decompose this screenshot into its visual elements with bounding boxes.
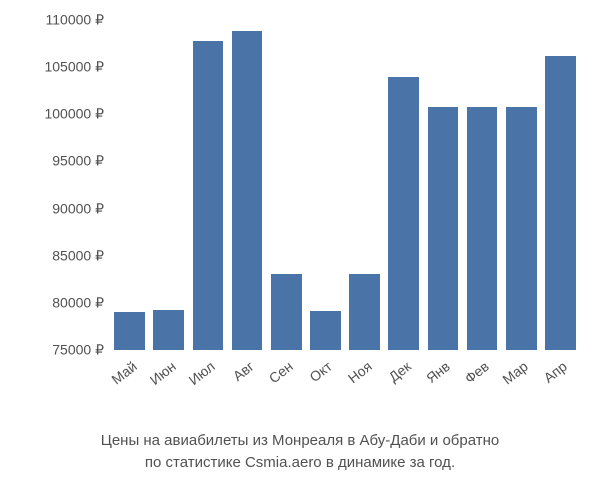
x-tick-label: Авг (230, 358, 257, 384)
bar (193, 41, 224, 350)
x-tick-label: Май (108, 358, 139, 388)
bar (428, 107, 459, 350)
x-tick-label: Ноя (344, 358, 374, 386)
y-tick-label: 110000 ₽ (46, 12, 104, 29)
bar (467, 107, 498, 350)
bar (153, 310, 184, 350)
bar (271, 274, 302, 350)
bar (388, 77, 419, 350)
bar (310, 311, 341, 350)
x-tick-label: Сен (266, 358, 296, 386)
y-tick-label: 100000 ₽ (44, 106, 104, 123)
bar (349, 274, 380, 350)
x-tick-label: Дек (385, 358, 413, 385)
x-tick-label: Июл (185, 358, 217, 388)
y-axis: 75000 ₽80000 ₽85000 ₽90000 ₽95000 ₽10000… (20, 20, 110, 350)
chart-caption: Цены на авиабилеты из Монреаля в Абу-Даб… (0, 430, 600, 474)
bar (232, 31, 263, 350)
x-tick-label: Фев (462, 358, 492, 387)
y-tick-label: 80000 ₽ (52, 294, 104, 311)
price-bar-chart: 75000 ₽ 80000 ₽ 85000 ₽ 90000 ₽ 95000 ₽ 10000… (20, 20, 580, 420)
bar (506, 107, 537, 350)
y-tick-label: 75000 ₽ (52, 342, 104, 359)
caption-line-2: по статистике Csmia.aero в динамике за г… (145, 454, 455, 471)
x-tick-label: Июн (146, 358, 178, 388)
bar (114, 312, 145, 350)
x-tick-label: Мар (500, 358, 531, 387)
caption-line-1: Цены на авиабилеты из Монреаля в Абу-Даб… (101, 432, 500, 449)
x-tick-label: Окт (307, 358, 335, 385)
bar (545, 56, 576, 350)
y-tick-label: 95000 ₽ (52, 153, 104, 170)
x-tick-label: Янв (423, 358, 453, 386)
plot-area (110, 20, 580, 350)
y-tick-label: 85000 ₽ (52, 247, 104, 264)
y-tick-label: 90000 ₽ (52, 200, 104, 217)
x-tick-label: Апр (541, 358, 570, 386)
x-axis: МайИюнИюл Авг Сен Окт Ноя Дек Янв Фев Мар Апр (110, 350, 580, 420)
y-tick-label: 105000 ₽ (44, 59, 104, 76)
